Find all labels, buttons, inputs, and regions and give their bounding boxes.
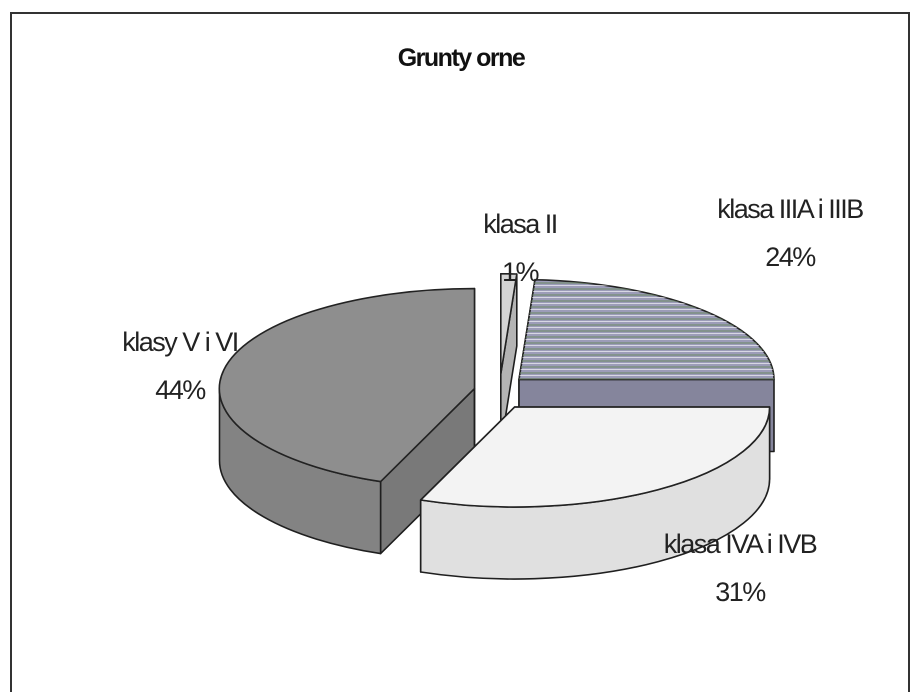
category-label: klasa IVA i IVB xyxy=(663,529,818,559)
value-label: 24% xyxy=(765,242,816,272)
slice-label: klasa IVA i IVB 31% xyxy=(660,520,820,616)
value-label: 31% xyxy=(715,577,766,607)
slice-texture xyxy=(519,279,774,380)
slice xyxy=(419,406,771,508)
slice-label: klasy V i VI 44% xyxy=(80,318,280,414)
slice-label: klasa IIIA i IIIB 24% xyxy=(705,185,875,281)
value-label: 44% xyxy=(155,375,206,405)
value-label: 1% xyxy=(501,257,540,287)
chart-title: Grunty orne xyxy=(397,44,526,72)
category-label: klasa II xyxy=(483,209,558,239)
slice-label: klasa II 1% xyxy=(460,200,580,296)
category-label: klasy V i VI xyxy=(122,327,239,357)
slice xyxy=(500,273,518,375)
category-label: klasa IIIA i IIIB xyxy=(717,194,864,224)
chart-frame xyxy=(10,12,910,692)
slice xyxy=(218,287,476,483)
